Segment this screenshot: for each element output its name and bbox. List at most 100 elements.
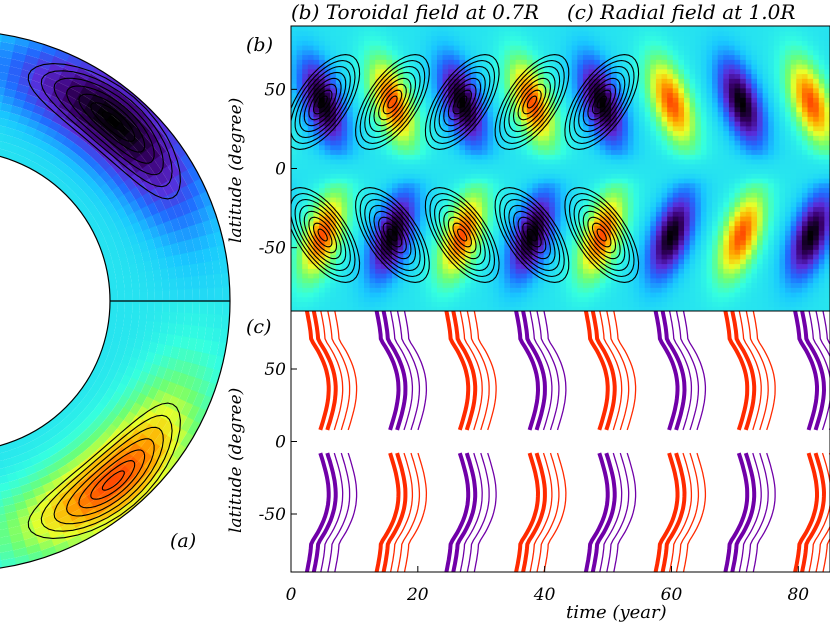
toroidal-cell	[487, 287, 494, 293]
toroidal-cell	[577, 282, 584, 288]
toroidal-cell	[313, 173, 320, 179]
toroidal-cell	[481, 30, 489, 37]
toroidal-cell	[605, 78, 612, 84]
toroidal-cell	[504, 116, 511, 122]
meridional-cell	[87, 137, 101, 151]
meridional-cell	[35, 97, 50, 110]
toroidal-cell	[431, 182, 438, 189]
toroidal-cell	[622, 277, 629, 284]
toroidal-cell	[352, 40, 359, 46]
toroidal-cell	[633, 92, 640, 98]
meridional-cell	[1, 34, 17, 45]
toroidal-cell	[403, 54, 410, 60]
toroidal-cell	[599, 206, 607, 212]
toroidal-cell	[448, 173, 455, 179]
toroidal-cell	[639, 106, 646, 113]
toroidal-cell	[470, 106, 477, 113]
toroidal-cell	[599, 230, 607, 236]
meridional-cell	[145, 351, 156, 365]
meridional-cell	[0, 148, 10, 159]
toroidal-cell	[571, 249, 578, 255]
meridional-cell	[222, 286, 230, 302]
toroidal-cell	[532, 192, 539, 198]
toroidal-cell	[307, 268, 315, 274]
toroidal-cell	[493, 254, 500, 260]
meridional-cell	[184, 301, 193, 314]
toroidal-cell	[358, 163, 365, 170]
toroidal-cell	[386, 40, 393, 46]
toroidal-cell	[594, 292, 601, 298]
toroidal-cell	[459, 235, 466, 241]
toroidal-cell	[302, 121, 309, 127]
toroidal-cell	[588, 64, 595, 70]
toroidal-cell	[442, 249, 449, 255]
toroidal-cell	[543, 201, 550, 208]
toroidal-cell	[526, 201, 534, 208]
toroidal-cell	[408, 201, 416, 208]
toroidal-cell	[448, 216, 455, 222]
toroidal-cell	[352, 249, 359, 255]
toroidal-cell	[465, 211, 472, 217]
toroidal-cell	[650, 296, 657, 303]
toroidal-cell	[526, 182, 534, 189]
toroidal-cell	[397, 130, 404, 136]
toroidal-cell	[611, 239, 618, 246]
toroidal-cell	[330, 49, 337, 56]
toroidal-cell	[627, 244, 635, 250]
toroidal-cell	[302, 306, 309, 311]
toroidal-cell	[616, 125, 623, 132]
meridional-cell	[169, 346, 181, 360]
toroidal-cell	[526, 187, 534, 193]
toroidal-cell	[650, 73, 657, 79]
toroidal-cell	[599, 45, 607, 51]
panel-a-label: (a)	[170, 530, 196, 552]
meridional-cell	[142, 178, 156, 193]
toroidal-cell	[375, 106, 382, 113]
toroidal-cell	[307, 287, 315, 293]
toroidal-cell	[347, 225, 354, 231]
meridional-cell	[99, 395, 111, 408]
toroidal-cell	[493, 235, 500, 241]
toroidal-cell	[431, 154, 438, 160]
meridional-cell	[195, 365, 207, 381]
toroidal-cell	[571, 106, 578, 113]
toroidal-cell	[453, 211, 461, 217]
toroidal-cell	[307, 239, 315, 246]
toroidal-cell	[431, 59, 438, 65]
toroidal-cell	[319, 163, 326, 170]
toroidal-cell	[549, 140, 556, 146]
toroidal-cell	[375, 168, 382, 174]
toroidal-cell	[459, 35, 466, 41]
toroidal-cell	[408, 116, 416, 122]
toroidal-cell	[302, 154, 309, 160]
toroidal-cell	[442, 244, 449, 250]
toroidal-cell	[655, 116, 663, 122]
toroidal-cell	[319, 268, 326, 274]
toroidal-cell	[420, 201, 427, 208]
toroidal-cell	[566, 239, 573, 246]
toroidal-cell	[650, 64, 657, 70]
toroidal-cell	[380, 306, 388, 311]
toroidal-cell	[313, 83, 320, 89]
toroidal-cell	[504, 130, 511, 136]
toroidal-cell	[639, 197, 646, 203]
toroidal-cell	[498, 301, 505, 307]
toroidal-cell	[594, 277, 601, 284]
meridional-cell	[115, 275, 125, 285]
toroidal-cell	[347, 144, 354, 151]
meridional-cell	[129, 402, 142, 416]
toroidal-cell	[470, 163, 477, 170]
toroidal-cell	[650, 68, 657, 75]
meridional-cell	[54, 150, 67, 162]
toroidal-cell	[476, 201, 483, 208]
toroidal-cell	[493, 40, 500, 46]
toroidal-cell	[616, 73, 623, 79]
meridional-cell	[131, 282, 140, 293]
toroidal-cell	[420, 292, 427, 298]
toroidal-cell	[470, 78, 477, 84]
toroidal-cell	[611, 159, 618, 165]
toroidal-cell	[605, 26, 612, 32]
toroidal-cell	[577, 258, 584, 265]
toroidal-cell	[644, 296, 651, 303]
toroidal-cell	[296, 59, 303, 65]
